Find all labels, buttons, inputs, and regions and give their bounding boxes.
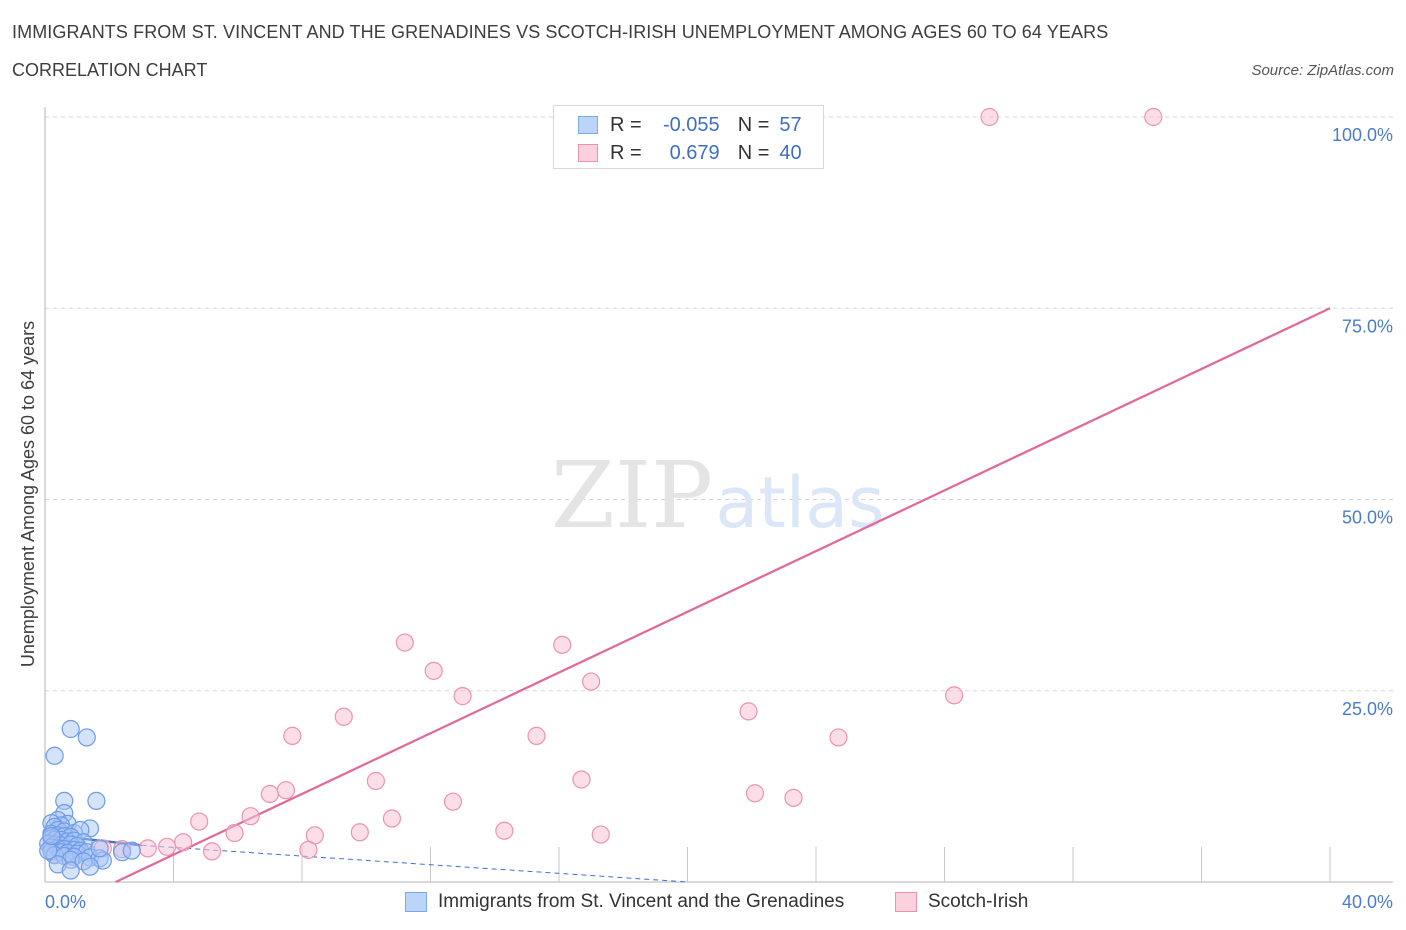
bottom-legend-scotch-irish: Scotch-Irish [895,889,1028,915]
legend-swatch-blue [578,116,598,134]
watermark-zip: ZIP [551,442,713,549]
axes [44,107,1393,883]
scotch-irish-point-27 [495,821,514,840]
scotch-irish-point-4 [424,661,443,680]
scotch-irish-point-20 [443,792,463,811]
watermark: ZIP atlas [551,442,885,549]
y-tick-label-75: 75.0% [1342,316,1393,336]
legend-r-label: R = [610,113,642,136]
immigrants-point-52 [80,857,100,876]
bottom-legend-label-immigrants: Immigrants from St. Vincent and the Gren… [438,891,845,912]
bottom-legend-label-scotch-irish: Scotch-Irish [928,891,1029,912]
y-tick-label-25: 25.0% [1342,699,1393,719]
scotch-irish-point-37 [299,840,318,859]
x-tick-labels: 0.0% 40.0% [45,892,1393,912]
scotch-irish-point-30 [157,837,177,856]
y-axis-label: Unemployment Among Ages 60 to 64 years [18,321,38,667]
scotch-irish-point-8 [945,686,964,705]
scotch-irish-point-5 [553,635,572,654]
scotch-irish-point-1 [1144,107,1163,127]
y-tick-label-50: 50.0% [1342,508,1393,528]
chart-subtitle: CORRELATION CHART [12,60,208,80]
scotch-irish-point-22 [241,807,260,826]
scotch-irish-point-29 [174,833,193,852]
scotch-irish-point-13 [829,728,848,747]
watermark-atlas: atlas [715,462,884,544]
legend-n-value: 40 [779,141,802,164]
legend-r-value: -0.055 [662,113,720,136]
scotch-irish-point-24 [225,823,244,843]
legend-n-label: N = [737,141,770,164]
bottom-legend-immigrants: Immigrants from St. Vincent and the Gren… [405,889,844,915]
legend-r-label: R = [610,141,642,164]
scotch-irish-point-31 [138,839,157,858]
legend-row-scotch-irish: R = 0.679 N = 40 [578,141,802,165]
trend-lines [44,307,1331,883]
grid-lines [45,116,1393,692]
immigrants-point-1 [61,719,80,739]
x-tick-label-max: 40.0% [1342,892,1393,912]
scotch-irish-point-16 [260,784,279,804]
y-tick-label-100: 100.0% [1332,125,1393,145]
scotch-irish-point-7 [453,687,472,706]
immigrants-point-53 [61,861,80,880]
immigrants-point-56 [90,839,109,858]
scotch-irish-point-17 [276,781,296,800]
scotch-irish-point-23 [190,812,209,831]
scotch-irish-point-11 [283,726,302,745]
scotch-irish-point-26 [350,823,369,842]
trend-line-immigrants-extension [141,844,688,883]
scotch-irish-point-21 [382,809,402,828]
correlation-legend: R = -0.055 N = 57 R = 0.679 N = 40 [553,105,824,169]
legend-n-label: N = [737,113,770,136]
immigrants-point-2 [77,728,96,747]
scotch-irish-point-6 [582,672,601,691]
scotch-irish-point-12 [527,726,546,745]
legend-swatch-pink [578,144,598,162]
legend-row-immigrants: R = -0.055 N = 57 [578,113,802,137]
scotch-irish-point-15 [572,770,591,789]
immigrants-point-47 [122,841,141,860]
x-tick-label-min: 0.0% [45,892,86,912]
scotch-irish-point-3 [395,633,414,652]
immigrants-point-0 [45,746,64,765]
scotch-irish-point-19 [784,788,803,807]
immigrants-point-55 [42,826,61,846]
immigrants-point-3 [87,791,106,811]
y-tick-labels: 25.0% 50.0% 75.0% 100.0% [1332,125,1393,719]
scotch-irish-point-18 [745,784,765,803]
bottom-legend-swatch-blue [405,892,427,912]
scotch-irish-point-9 [739,702,758,721]
bottom-legend-swatch-pink [895,892,917,912]
trend-line-scotch-irish [115,307,1331,883]
scotch-irish-point-10 [334,707,353,726]
chart-title: IMMIGRANTS FROM ST. VINCENT AND THE GREN… [12,22,1109,42]
scotch-irish-point-14 [366,771,385,791]
immigrants-points [39,719,141,880]
scotch-irish-point-36 [202,842,222,861]
source-credit: Source: ZipAtlas.com [1251,62,1394,79]
scotch-irish-point-28 [591,825,610,844]
scotch-irish-point-0 [980,107,999,127]
legend-r-value: 0.679 [669,141,720,164]
legend-n-value: 57 [779,113,802,136]
